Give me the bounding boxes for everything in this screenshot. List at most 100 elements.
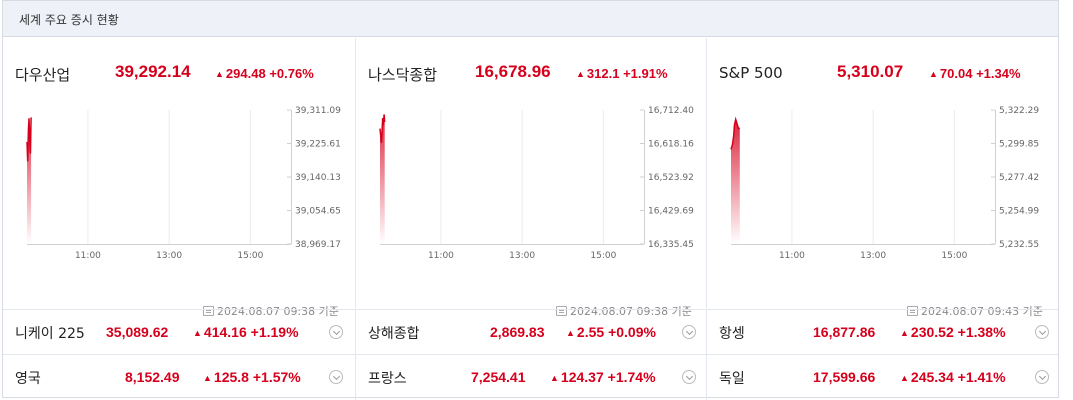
- expand-chevron-icon[interactable]: [1035, 370, 1049, 384]
- index-panel-dow[interactable]: 다우산업 39,292.14 ▲ 294.48 +0.76% 39,311.09 3…: [3, 38, 354, 318]
- index-cell-hangseng[interactable]: 항셍 16,877.86 ▲ 230.52 +1.38%: [706, 310, 1059, 355]
- chart-y-tick-label: 16,712.40: [648, 106, 694, 116]
- chart-y-tick-label: 16,335.45: [648, 240, 694, 250]
- up-arrow-icon: ▲: [215, 69, 224, 79]
- index-chart-svg: 5,322.29 5,299.85 5,277.42 5,254.99 5,232.55…: [730, 106, 1039, 261]
- index-name[interactable]: 영국: [15, 371, 41, 387]
- timestamp-text: 2024.08.07 09:43 기준: [921, 305, 1043, 318]
- index-change-points: 230.52: [910, 324, 954, 340]
- index-change: ▲ 230.52 +1.38%: [900, 324, 1006, 340]
- chart-y-tick-label: 5,299.85: [999, 140, 1039, 150]
- index-name[interactable]: 나스닥종합: [368, 66, 438, 84]
- index-value: 7,254.41: [471, 369, 526, 385]
- index-change-percent: +0.09%: [608, 324, 656, 340]
- index-change: ▲ 70.04 +1.34%: [929, 66, 1021, 81]
- chart-x-tick-label: 11:00: [428, 251, 454, 261]
- index-change-points: 414.16: [203, 324, 247, 340]
- index-chart: 39,311.09 39,225.61 39,140.13 39,054.65 38,9…: [3, 98, 354, 318]
- chart-y-tick-label: 38,969.17: [295, 240, 341, 250]
- index-value: 8,152.49: [125, 369, 180, 385]
- chart-y-tick-label: 16,618.16: [648, 140, 694, 150]
- chart-timestamp: 2024.08.07 09:38 기준: [556, 303, 692, 319]
- index-chart-svg: 39,311.09 39,225.61 39,140.13 39,054.65 38,9…: [26, 106, 341, 261]
- index-change-points: 312.1: [586, 66, 620, 81]
- index-chart: 5,322.29 5,299.85 5,277.42 5,254.99 5,232.55…: [707, 98, 1058, 318]
- chart-x-tick-label: 15:00: [590, 251, 616, 261]
- index-change: ▲ 2.55 +0.09%: [566, 324, 656, 340]
- calendar-icon: [907, 306, 918, 316]
- expand-chevron-icon[interactable]: [329, 370, 343, 384]
- index-change: ▲ 414.16 +1.19%: [193, 324, 299, 340]
- index-cell-shanghai[interactable]: 상해종합 2,869.83 ▲ 2.55 +0.09%: [355, 310, 706, 355]
- index-change: ▲ 125.8 +1.57%: [203, 369, 301, 385]
- index-panel-sp500[interactable]: S&P 500 5,310.07 ▲ 70.04 +1.34% 5,322.29 5…: [706, 38, 1059, 318]
- index-value: 35,089.62: [106, 324, 169, 340]
- index-change-percent: +1.38%: [957, 324, 1006, 340]
- up-arrow-icon: ▲: [203, 373, 212, 383]
- index-name[interactable]: 니케이 225: [15, 326, 85, 342]
- index-name[interactable]: 항셍: [719, 326, 745, 342]
- index-value: 17,599.66: [813, 369, 876, 385]
- index-change-points: 2.55: [576, 324, 605, 340]
- chart-y-tick-label: 5,322.29: [999, 106, 1039, 116]
- timestamp-text: 2024.08.07 09:38 기준: [217, 305, 339, 318]
- index-name[interactable]: 독일: [719, 371, 745, 387]
- up-arrow-icon: ▲: [550, 373, 559, 383]
- chart-x-tick-label: 15:00: [941, 251, 967, 261]
- index-change-points: 294.48: [225, 66, 266, 81]
- chart-y-tick-label: 39,225.61: [295, 140, 341, 150]
- index-row: 영국 8,152.49 ▲ 125.8 +1.57% 프랑스 7,254.41 ▲…: [3, 354, 1059, 400]
- index-cell-france[interactable]: 프랑스 7,254.41 ▲ 124.37 +1.74%: [355, 355, 706, 400]
- index-panel-nasdaq[interactable]: 나스닥종합 16,678.96 ▲ 312.1 +1.91% 16,712.40 1…: [355, 38, 707, 318]
- index-cell-uk[interactable]: 영국 8,152.49 ▲ 125.8 +1.57%: [3, 355, 354, 400]
- index-change-percent: +1.74%: [607, 369, 656, 385]
- chart-x-tick-label: 15:00: [237, 251, 263, 261]
- index-name[interactable]: 다우산업: [15, 66, 71, 84]
- up-arrow-icon: ▲: [900, 373, 909, 383]
- index-value: 5,310.07: [837, 62, 904, 81]
- index-change-percent: +1.19%: [250, 324, 299, 340]
- price-line: [379, 114, 386, 143]
- index-change-percent: +1.91%: [623, 66, 668, 81]
- up-arrow-icon: ▲: [193, 328, 202, 338]
- calendar-icon: [556, 306, 567, 316]
- chart-timestamp: 2024.08.07 09:38 기준: [203, 303, 339, 319]
- expand-chevron-icon[interactable]: [1035, 325, 1049, 339]
- index-cell-nikkei[interactable]: 니케이 225 35,089.62 ▲ 414.16 +1.19%: [3, 310, 354, 355]
- chart-y-tick-label: 39,140.13: [295, 173, 341, 183]
- widget-title[interactable]: 세계 주요 증시 현황: [19, 13, 119, 27]
- calendar-icon: [203, 306, 214, 316]
- chart-y-tick-label: 16,429.69: [648, 206, 694, 216]
- index-name[interactable]: S&P 500: [719, 64, 783, 82]
- index-change-percent: +0.76%: [269, 66, 314, 81]
- index-change-percent: +1.34%: [976, 66, 1021, 81]
- index-change-points: 124.37: [560, 369, 604, 385]
- index-change-percent: +1.41%: [957, 369, 1006, 385]
- index-value: 16,877.86: [813, 324, 876, 340]
- price-area: [380, 114, 385, 245]
- chart-x-tick-label: 13:00: [860, 251, 886, 261]
- expand-chevron-icon[interactable]: [682, 325, 696, 339]
- index-cell-germany[interactable]: 독일 17,599.66 ▲ 245.34 +1.41%: [706, 355, 1059, 400]
- chart-y-tick-label: 5,254.99: [999, 206, 1039, 216]
- widget-header: 세계 주요 증시 현황: [3, 1, 1058, 37]
- expand-chevron-icon[interactable]: [329, 325, 343, 339]
- price-area: [731, 119, 740, 244]
- index-change: ▲ 245.34 +1.41%: [900, 369, 1006, 385]
- up-arrow-icon: ▲: [566, 328, 575, 338]
- index-name[interactable]: 상해종합: [368, 326, 420, 342]
- timestamp-text: 2024.08.07 09:38 기준: [570, 305, 692, 318]
- price-line: [730, 116, 740, 150]
- chart-x-tick-label: 13:00: [156, 251, 182, 261]
- up-arrow-icon: ▲: [929, 69, 938, 79]
- chart-x-tick-label: 11:00: [75, 251, 101, 261]
- chart-x-tick-label: 11:00: [779, 251, 805, 261]
- index-name[interactable]: 프랑스: [368, 371, 407, 387]
- index-chart: 16,712.40 16,618.16 16,523.92 16,429.69 16,3…: [356, 98, 707, 318]
- chart-y-tick-label: 5,277.42: [999, 173, 1039, 183]
- chart-timestamp: 2024.08.07 09:43 기준: [907, 303, 1043, 319]
- index-value: 39,292.14: [115, 62, 191, 81]
- index-row: 니케이 225 35,089.62 ▲ 414.16 +1.19% 상해종합 2,…: [3, 309, 1059, 355]
- expand-chevron-icon[interactable]: [682, 370, 696, 384]
